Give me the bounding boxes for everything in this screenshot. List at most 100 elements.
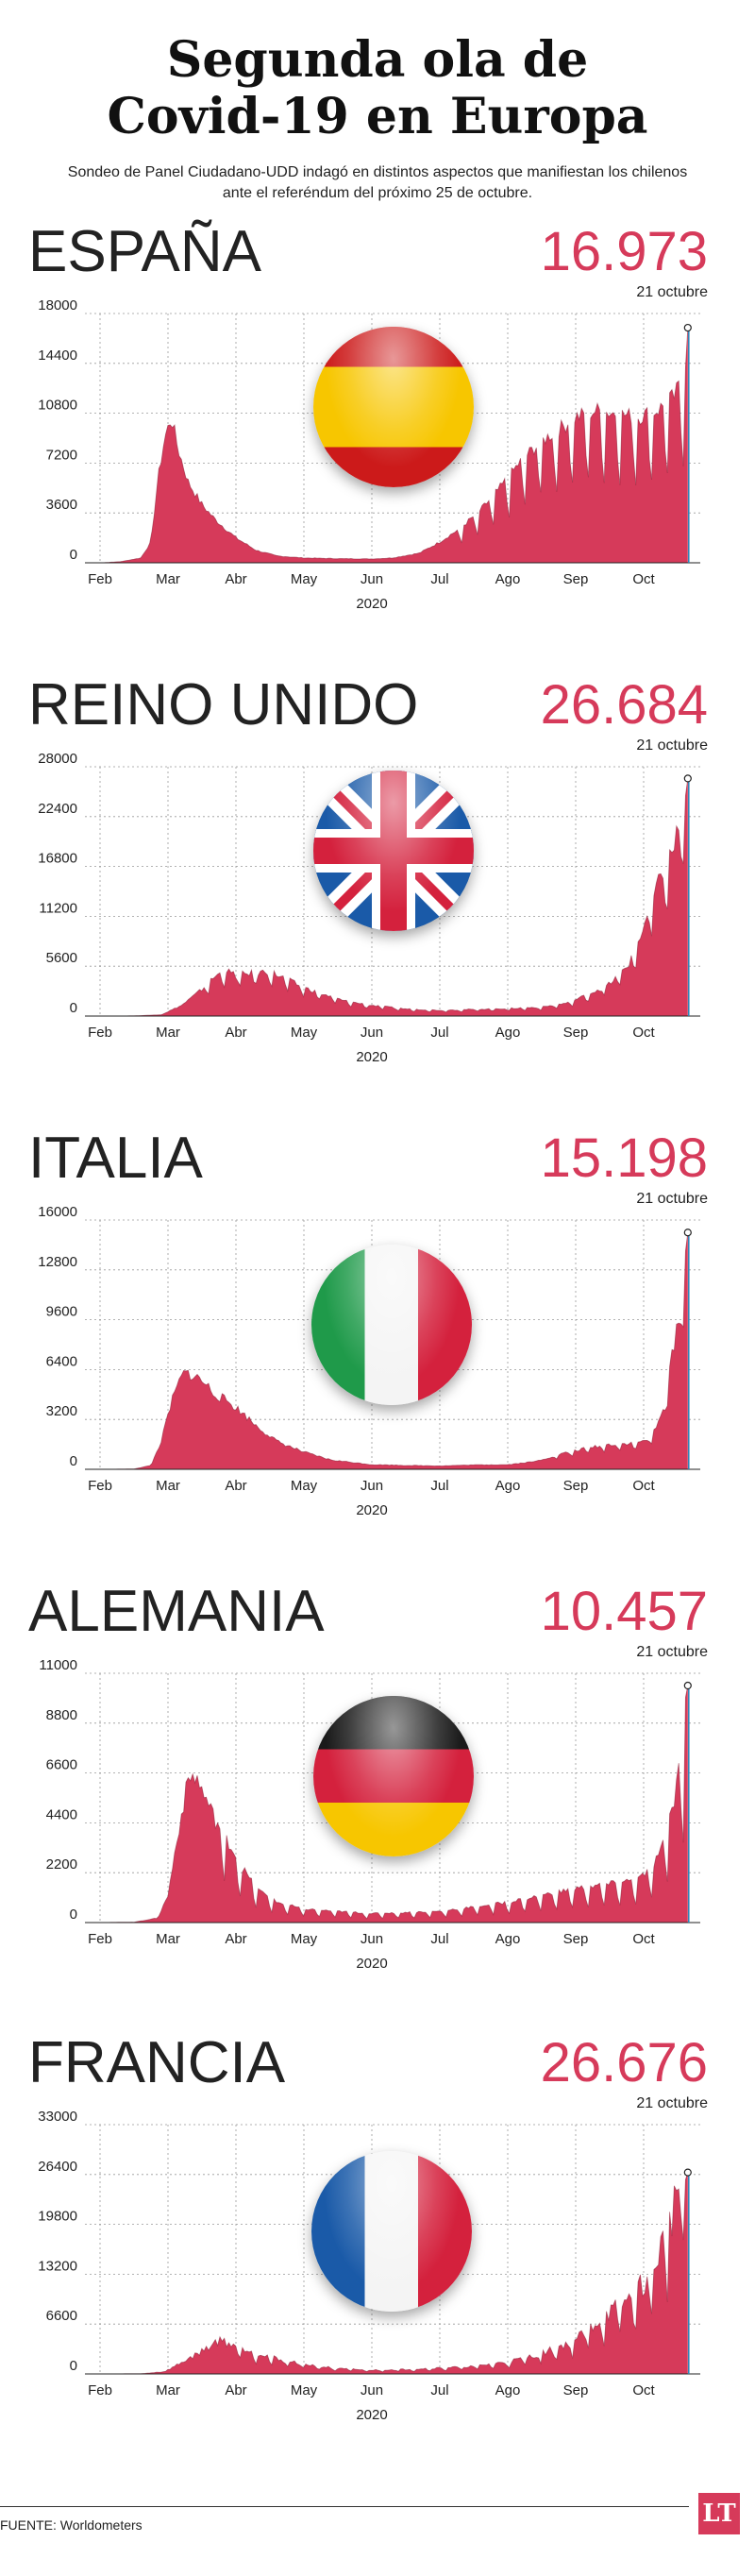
series-area — [100, 2172, 688, 2374]
x-tick-label: Feb — [88, 1931, 112, 1947]
latest-value-point — [683, 1229, 692, 1237]
x-tick-label: Jun — [361, 571, 383, 587]
series-line — [100, 1232, 689, 1470]
x-tick-label: Sep — [563, 1025, 589, 1041]
highlight-date: 21 octubre — [636, 284, 708, 300]
y-tick-label: 2200 — [46, 1856, 77, 1873]
x-tick-label: May — [291, 1025, 318, 1041]
x-tick-label: Abr — [225, 1478, 246, 1494]
x-tick-label: Feb — [88, 1478, 112, 1494]
country-name: FRANCIA — [28, 2030, 286, 2095]
y-tick-label: 12800 — [38, 1254, 77, 1270]
x-tick-label: Sep — [563, 2382, 589, 2398]
x-tick-label: Mar — [156, 1025, 180, 1041]
x-tick-label: Abr — [225, 1025, 246, 1041]
x-tick-label: May — [291, 1478, 318, 1494]
x-tick-label: Mar — [156, 571, 180, 587]
x-tick-label: Sep — [563, 1931, 589, 1947]
highlight-value: 10.457 — [540, 1581, 708, 1642]
x-tick-label: Oct — [632, 571, 655, 587]
x-tick-label: Feb — [88, 2382, 112, 2398]
y-tick-label: 28000 — [38, 751, 77, 767]
highlight-date: 21 octubre — [636, 1191, 708, 1207]
x-tick-label: Mar — [156, 1478, 180, 1494]
x-tick-label: Jun — [361, 1931, 383, 1947]
y-tick-label: 22400 — [38, 801, 77, 817]
title-line-1: Segunda ola de — [166, 31, 589, 89]
source-note: FUENTE: Worldometers — [0, 2517, 143, 2533]
highlight-value: 26.676 — [540, 2032, 708, 2093]
x-tick-label: May — [291, 1931, 318, 1947]
x-tick-label: Jul — [430, 1025, 448, 1041]
y-tick-label: 16000 — [38, 1204, 77, 1220]
y-tick-label: 4400 — [46, 1806, 77, 1822]
x-tick-label: Oct — [632, 2382, 655, 2398]
x-tick-label: Sep — [563, 571, 589, 587]
y-tick-label: 3600 — [46, 497, 77, 513]
x-tick-label: Ago — [495, 2382, 521, 2398]
x-tick-label: Ago — [495, 1931, 521, 1947]
y-tick-label: 26400 — [38, 2159, 77, 2175]
latest-value-point — [683, 323, 692, 332]
latest-value-point — [683, 2168, 692, 2177]
footer-divider — [0, 2506, 689, 2507]
series-area — [100, 778, 688, 1016]
y-tick-label: 0 — [70, 1000, 77, 1016]
y-tick-label: 5600 — [46, 950, 77, 966]
series-line — [100, 2172, 689, 2375]
y-tick-label: 8800 — [46, 1707, 77, 1723]
series-line — [99, 328, 689, 564]
series-area — [100, 1686, 688, 1923]
y-tick-label: 11000 — [39, 1657, 77, 1673]
uk-flag-graphic — [313, 771, 474, 931]
x-tick-label: Abr — [225, 2382, 246, 2398]
series-area — [100, 1232, 688, 1469]
y-tick-label: 11200 — [39, 900, 77, 916]
series-line — [100, 1685, 689, 1924]
y-tick-label: 0 — [70, 2358, 77, 2374]
y-tick-label: 0 — [70, 547, 77, 563]
highlight-date: 21 octubre — [636, 2095, 708, 2111]
highlight-value: 26.684 — [540, 674, 708, 736]
x-tick-label: Abr — [225, 571, 246, 587]
x-tick-label: Jul — [430, 571, 448, 587]
title-line-2: Covid-19 en Europa — [107, 88, 648, 145]
x-tick-label: Ago — [495, 571, 521, 587]
page-subtitle: Sondeo de Panel Ciudadano-UDD indagó en … — [67, 164, 688, 201]
country-name: ALEMANIA — [28, 1579, 325, 1644]
x-axis-label: 2020 — [356, 1956, 387, 1972]
x-axis-label: 2020 — [356, 596, 387, 612]
x-tick-label: May — [291, 2382, 318, 2398]
x-tick-label: Feb — [88, 571, 112, 587]
chart-section-italy: 0 3200 6400 9600 12800 16000 Feb Mar Abr May Jun Ju… — [0, 1126, 755, 1569]
x-tick-label: Oct — [632, 1478, 655, 1494]
y-tick-label: 0 — [70, 1907, 77, 1923]
x-tick-label: Jul — [430, 1931, 448, 1947]
highlight-date: 21 octubre — [636, 1644, 708, 1660]
x-tick-label: Feb — [88, 1025, 112, 1041]
x-tick-label: Jul — [430, 1478, 448, 1494]
x-axis-label: 2020 — [356, 1049, 387, 1065]
x-tick-label: Ago — [495, 1025, 521, 1041]
y-tick-label: 0 — [70, 1453, 77, 1469]
x-tick-label: Mar — [156, 2382, 180, 2398]
footer: FUENTE: Worldometers LT — [0, 2493, 755, 2544]
y-tick-label: 3200 — [46, 1403, 77, 1419]
uk-flag-icon — [313, 771, 474, 931]
y-tick-label: 16800 — [38, 851, 77, 867]
italy-flag-icon — [311, 1245, 472, 1405]
y-tick-label: 19800 — [38, 2209, 77, 2225]
y-tick-label: 10800 — [38, 398, 77, 414]
y-tick-label: 6600 — [46, 1757, 77, 1773]
x-tick-label: Jun — [361, 1478, 383, 1494]
y-tick-label: 6400 — [46, 1353, 77, 1369]
highlight-value: 16.973 — [540, 221, 708, 282]
x-tick-label: Ago — [495, 1478, 521, 1494]
latest-value-point — [683, 1681, 692, 1690]
country-name: ESPAÑA — [28, 219, 261, 284]
latest-value-point — [683, 774, 692, 783]
lt-logo: LT — [698, 2493, 740, 2534]
y-tick-label: 14400 — [38, 347, 77, 364]
highlight-date: 21 octubre — [636, 737, 708, 754]
x-tick-label: Oct — [632, 1025, 655, 1041]
